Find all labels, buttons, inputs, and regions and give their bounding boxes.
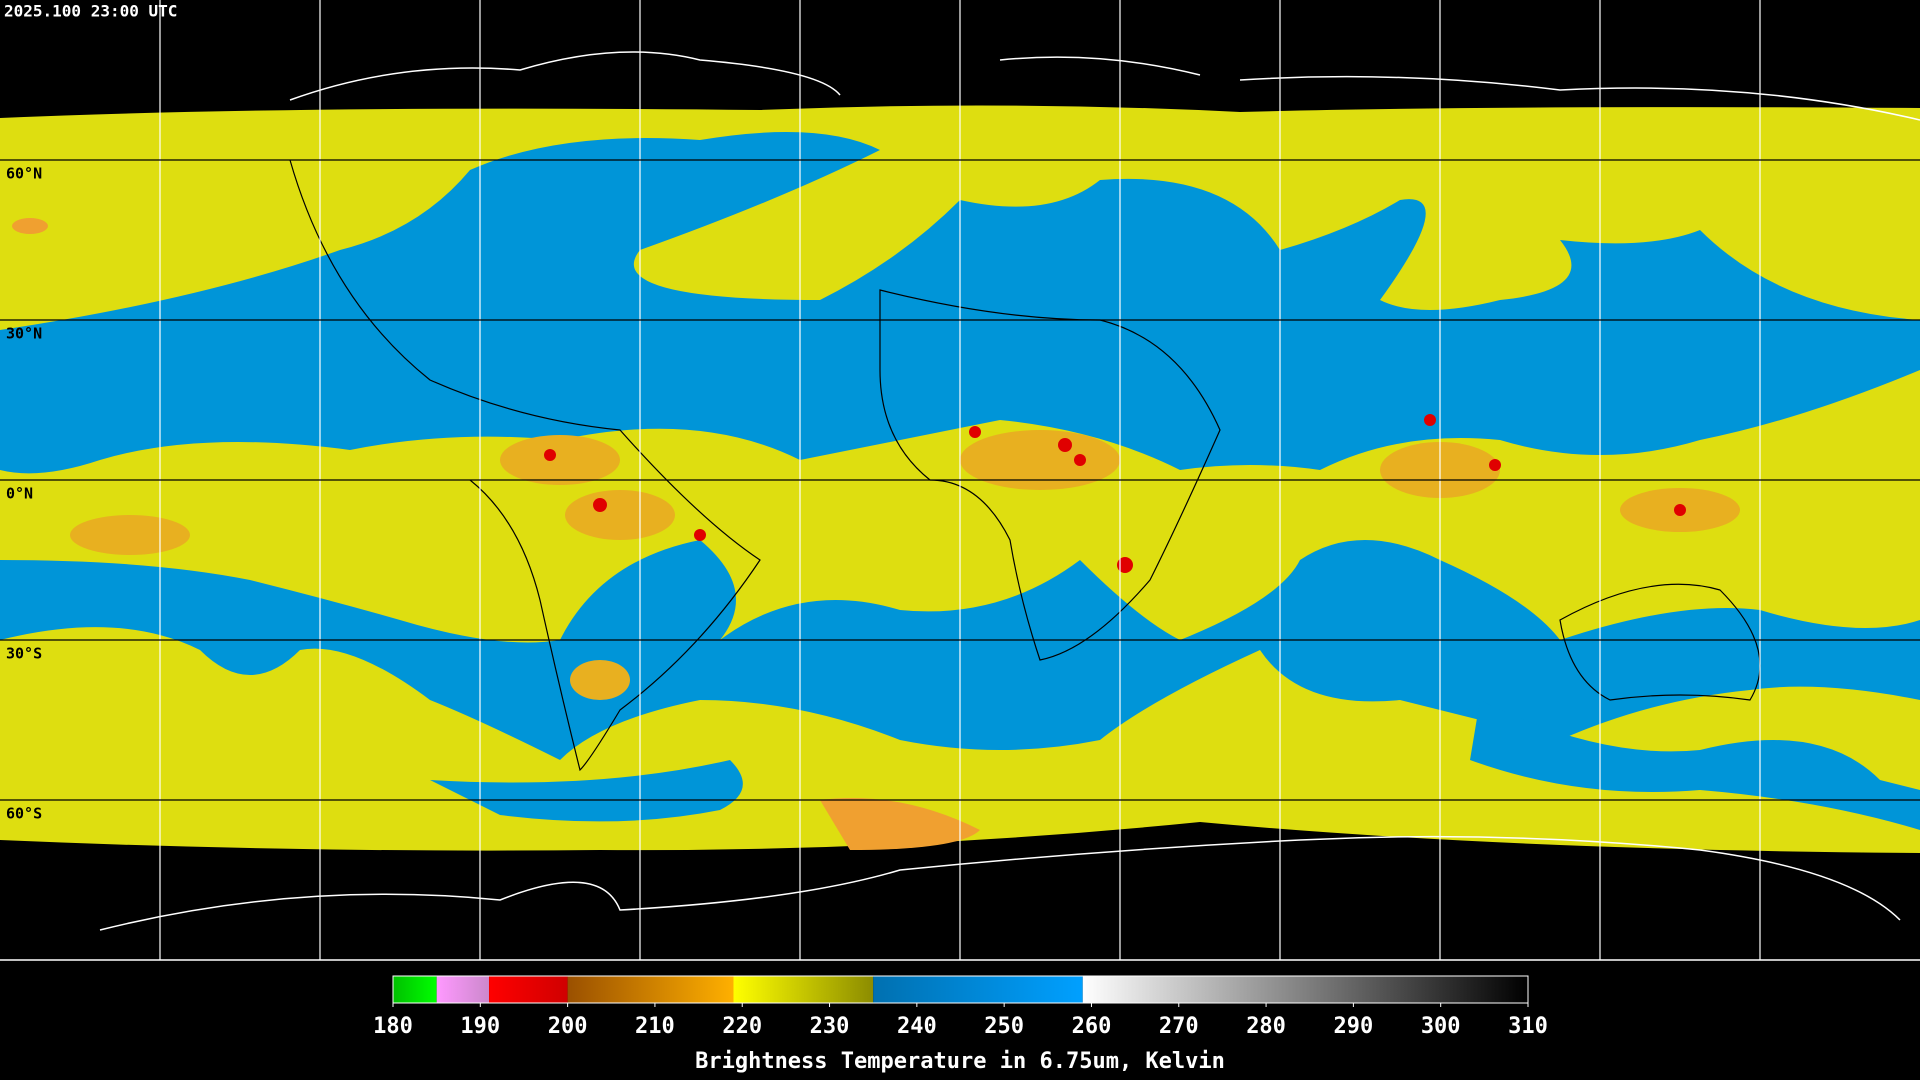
latitude-label: 30°N (6, 325, 42, 343)
colorbar-tick-label: 190 (460, 1014, 500, 1039)
latitude-labels: 60°N 30°N 0°N 30°S 60°S (6, 165, 42, 823)
colorbar-tick-label: 300 (1421, 1014, 1461, 1039)
colorbar-segment (489, 976, 568, 1003)
colorbar-tick-label: 290 (1334, 1014, 1374, 1039)
dry-air-southeast (1470, 700, 1920, 830)
latitude-label: 60°S (6, 805, 42, 823)
latitude-label: 30°S (6, 645, 42, 663)
graticule (0, 0, 1920, 961)
timestamp: 2025.100 23:00 UTC (4, 2, 177, 21)
colorbar-tick-label: 220 (722, 1014, 762, 1039)
colorbar-tick-label: 280 (1246, 1014, 1286, 1039)
colorbar-tick-label: 270 (1159, 1014, 1199, 1039)
colorbar-tick-label: 310 (1508, 1014, 1548, 1039)
colorbar-tick-label: 260 (1072, 1014, 1112, 1039)
cold-cloud (12, 218, 48, 234)
colorbar-tick-label: 210 (635, 1014, 675, 1039)
convection (70, 414, 1740, 700)
latitude-label: 60°N (6, 165, 42, 183)
colorbar-frame (392, 975, 1529, 1004)
colorbar-segment (436, 976, 490, 1003)
colorbar-segment (733, 976, 874, 1003)
colorbar-tick-label: 200 (548, 1014, 588, 1039)
colorbar-tick-label: 180 (373, 1014, 413, 1039)
colorbar-segment (393, 976, 437, 1003)
colorbar-tick-label: 250 (984, 1014, 1024, 1039)
colorbar-tick-label: 230 (810, 1014, 850, 1039)
colorbar-segment (873, 976, 1083, 1003)
dry-air-south-pacific (430, 760, 743, 822)
colorbar: 180 190 200 210 220 230 240 250 260 270 280 290 300 3… (373, 975, 1548, 1039)
colorbar-title: Brightness Temperature in 6.75um, Kelvin (695, 1049, 1225, 1074)
colorbar-tick-label: 240 (897, 1014, 937, 1039)
latitude-label: 0°N (6, 485, 33, 503)
colorbar-segment (1082, 976, 1528, 1003)
colorbar-segment (567, 976, 734, 1003)
cold-cloud-antarctic (820, 798, 980, 850)
